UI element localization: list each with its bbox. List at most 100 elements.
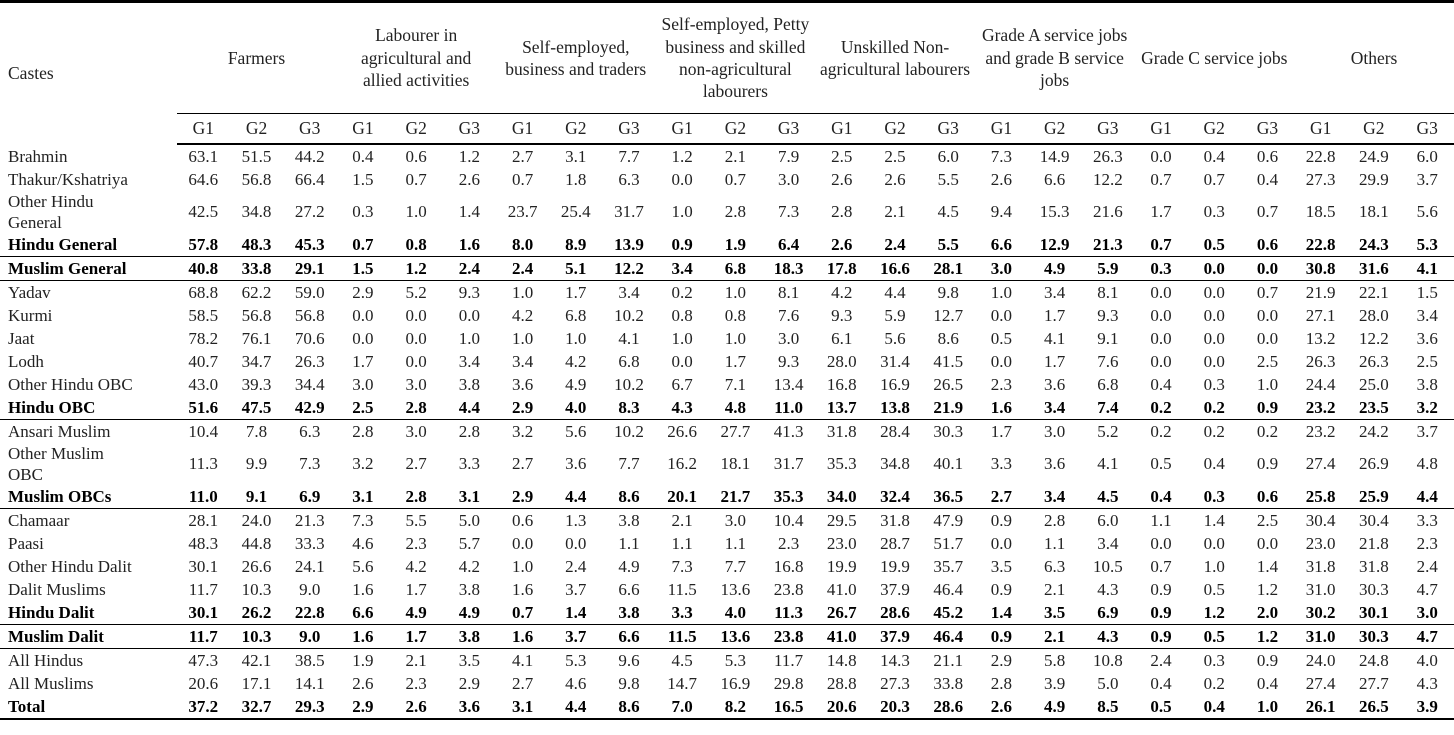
subcol-header: G2 xyxy=(229,113,284,145)
caste-label-text: Ansari Muslim xyxy=(8,422,111,442)
data-cell: 3.3 xyxy=(1416,510,1438,530)
data-cell: 4.9 xyxy=(618,556,640,576)
data-cell: 31.8 xyxy=(826,421,857,441)
data-cell: 3.2 xyxy=(511,421,534,441)
data-cell: 5.9 xyxy=(884,305,906,325)
data-cell: 0.2 xyxy=(1134,395,1188,420)
data-cell: 31.7 xyxy=(773,454,804,473)
data-cell: 4.4 xyxy=(884,282,906,302)
data-cell: 25.4 xyxy=(560,202,591,221)
data-cell: 5.6 xyxy=(1416,202,1438,221)
data-cell: 4.1 xyxy=(1097,454,1119,473)
data-cell: 21.3 xyxy=(294,510,325,530)
data-cell: 0.0 xyxy=(1150,328,1172,348)
data-cell: 31.7 xyxy=(614,202,644,221)
data-cell: 0.2 xyxy=(1256,421,1279,441)
data-cell: 3.7 xyxy=(549,624,603,649)
data-cell: 2.6 xyxy=(990,169,1013,189)
data-cell: 8.2 xyxy=(724,696,746,716)
data-cell: 63.1 xyxy=(188,146,219,166)
data-cell: 33.8 xyxy=(229,256,284,281)
data-cell: 14.8 xyxy=(826,650,857,670)
data-cell: 24.4 xyxy=(1305,374,1336,394)
table-row: Kurmi 58.5 56.8 56.8 0.0 0.0 0.0 4.2 6.8 10.2 0.8 0… xyxy=(0,304,1454,327)
subcol-header: G1 xyxy=(815,113,869,145)
data-cell: 2.8 xyxy=(389,484,443,509)
caste-label: Muslim Dalit xyxy=(0,624,177,649)
data-cell: 0.7 xyxy=(1256,202,1279,221)
data-cell: 12.2 xyxy=(602,256,656,281)
data-cell: 3.6 xyxy=(1416,328,1438,348)
subcol-header: G2 xyxy=(549,113,603,145)
data-cell: 2.6 xyxy=(352,673,374,693)
data-cell: 4.1 xyxy=(511,650,534,670)
data-cell: 0.0 xyxy=(1256,305,1279,325)
data-cell: 0.2 xyxy=(1150,421,1172,441)
data-cell: 11.7 xyxy=(176,624,230,649)
caste-label-text: Muslim OBCs xyxy=(8,487,112,507)
data-cell: 30.8 xyxy=(1294,256,1348,281)
table-row: Other Hindu OBC 43.0 39.3 34.4 3.0 3.0 3.8 3.6 4… xyxy=(0,373,1454,396)
data-cell: 2.8 xyxy=(352,421,374,441)
data-cell: 25.0 xyxy=(1358,374,1389,394)
data-cell: 2.7 xyxy=(511,673,534,693)
data-cell: 0.4 xyxy=(1150,374,1172,394)
data-cell: 1.4 xyxy=(1256,556,1279,576)
caste-label: Other Hindu OBC xyxy=(0,373,177,396)
data-cell: 12.9 xyxy=(1028,232,1082,257)
data-cell: 2.5 xyxy=(1416,351,1438,371)
data-cell: 1.0 xyxy=(1256,696,1279,716)
data-cell: 0.7 xyxy=(405,169,427,189)
data-cell: 30.2 xyxy=(1294,600,1348,625)
caste-label: Lodh xyxy=(0,350,177,373)
data-cell: 1.2 xyxy=(1240,624,1295,649)
data-cell: 7.6 xyxy=(1097,351,1119,371)
data-cell: 9.3 xyxy=(458,282,480,302)
data-cell: 9.3 xyxy=(777,351,800,371)
data-cell: 13.6 xyxy=(708,624,762,649)
caste-label: Other Hindu General xyxy=(0,191,177,233)
data-cell: 20.6 xyxy=(826,696,857,716)
data-cell: 2.4 xyxy=(565,556,587,576)
data-cell: 8.9 xyxy=(549,232,603,257)
data-cell: 1.0 xyxy=(511,328,534,348)
subcol-header: G2 xyxy=(1347,113,1401,145)
data-cell: 1.0 xyxy=(1203,556,1225,576)
data-cell: 1.7 xyxy=(352,351,374,371)
data-cell: 12.7 xyxy=(933,305,964,325)
data-cell: 47.9 xyxy=(933,510,964,530)
data-cell: 29.3 xyxy=(294,696,325,716)
data-cell: 17.8 xyxy=(815,256,869,281)
data-cell: 41.3 xyxy=(773,421,804,441)
data-cell: 0.0 xyxy=(352,305,374,325)
caste-label: Kurmi xyxy=(0,304,177,327)
data-cell: 1.0 xyxy=(724,282,746,302)
data-cell: 3.2 xyxy=(1400,395,1454,420)
data-cell: 6.6 xyxy=(974,232,1029,257)
data-cell: 9.0 xyxy=(299,579,321,599)
group-header: Farmers xyxy=(176,1,337,114)
data-cell: 1.8 xyxy=(565,169,587,189)
data-cell: 3.3 xyxy=(990,454,1013,473)
data-cell: 1.7 xyxy=(389,624,443,649)
caste-label: Dalit Muslims xyxy=(0,578,177,601)
data-cell: 24.8 xyxy=(1358,650,1389,670)
data-cell: 3.3 xyxy=(458,454,480,473)
data-cell: 4.2 xyxy=(511,305,534,325)
data-cell: 0.6 xyxy=(511,510,534,530)
data-cell: 6.4 xyxy=(761,232,816,257)
data-cell: 24.1 xyxy=(294,556,325,576)
data-cell: 24.0 xyxy=(1305,650,1336,670)
data-cell: 44.8 xyxy=(241,533,272,553)
data-cell: 2.6 xyxy=(831,169,853,189)
data-cell: 8.6 xyxy=(937,328,959,348)
data-cell: 28.0 xyxy=(826,351,857,371)
data-cell: 9.1 xyxy=(1097,328,1119,348)
data-cell: 1.0 xyxy=(990,282,1013,302)
data-cell: 2.7 xyxy=(974,484,1029,509)
data-cell: 0.4 xyxy=(1203,146,1225,166)
data-cell: 0.0 xyxy=(1203,533,1225,553)
data-cell: 0.3 xyxy=(1203,374,1225,394)
data-cell: 28.0 xyxy=(1358,305,1389,325)
data-cell: 21.3 xyxy=(1081,232,1135,257)
